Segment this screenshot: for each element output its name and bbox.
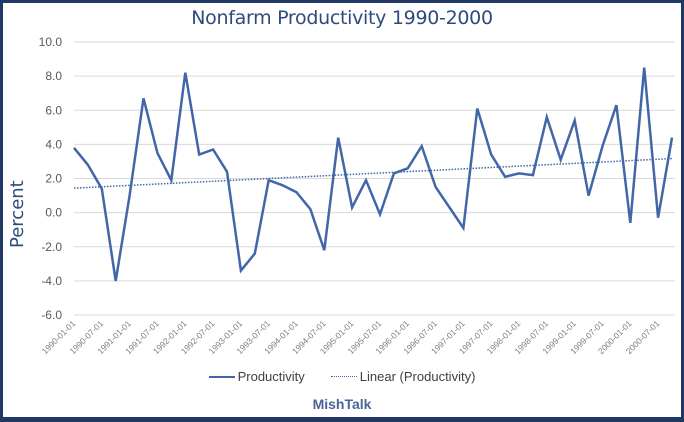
y-tick-label: 8.0 — [45, 69, 62, 83]
data-point — [115, 280, 117, 282]
data-point — [365, 179, 367, 181]
legend: Productivity Linear (Productivity) — [3, 369, 681, 384]
data-point — [573, 119, 575, 121]
y-tick-label: 10.0 — [39, 35, 63, 49]
data-point — [226, 170, 228, 172]
data-point — [504, 176, 506, 178]
legend-item-linear[interactable]: Linear (Productivity) — [330, 369, 476, 384]
data-point — [281, 184, 283, 186]
y-tick-label: 2.0 — [45, 172, 62, 186]
legend-label: Productivity — [237, 369, 305, 384]
data-point — [142, 97, 144, 99]
data-point — [629, 222, 631, 224]
data-point — [671, 136, 673, 138]
data-point — [643, 66, 645, 68]
data-point — [546, 116, 548, 118]
data-point — [128, 194, 130, 196]
y-tick-label: 4.0 — [45, 137, 62, 151]
chart-title: Nonfarm Productivity 1990-2000 — [191, 7, 493, 29]
data-point — [309, 208, 311, 210]
data-point — [587, 194, 589, 196]
data-point — [198, 153, 200, 155]
data-point — [295, 191, 297, 193]
plot-area: 10.08.06.04.02.00.0-2.0-4.0-6.01990-01-0… — [39, 35, 675, 356]
data-point — [184, 72, 186, 74]
y-tick-label: -2.0 — [41, 240, 62, 254]
data-point — [379, 213, 381, 215]
y-tick-label: -6.0 — [41, 308, 62, 322]
data-point — [393, 172, 395, 174]
legend-label: Linear (Productivity) — [359, 369, 476, 384]
data-point — [254, 252, 256, 254]
y-tick-label: 0.0 — [45, 206, 62, 220]
legend-item-productivity[interactable]: Productivity — [208, 369, 305, 384]
data-point — [615, 104, 617, 106]
data-point — [87, 164, 89, 166]
y-tick-label: 6.0 — [45, 103, 62, 117]
data-point — [156, 152, 158, 154]
data-point — [337, 136, 339, 138]
data-point — [407, 167, 409, 169]
data-point — [601, 145, 603, 147]
data-point — [462, 227, 464, 229]
data-point — [212, 148, 214, 150]
data-point — [240, 269, 242, 271]
data-point — [560, 159, 562, 161]
footer-brand: MishTalk — [312, 396, 372, 412]
data-point — [448, 206, 450, 208]
data-point — [101, 188, 103, 190]
legend-swatch-solid — [208, 375, 235, 378]
data-point — [420, 145, 422, 147]
data-point — [351, 206, 353, 208]
series-line-productivity — [73, 67, 674, 282]
data-point — [476, 107, 478, 109]
y-tick-label: -4.0 — [41, 274, 62, 288]
data-point — [532, 174, 534, 176]
data-point — [657, 217, 659, 219]
data-point — [490, 153, 492, 155]
data-point — [518, 172, 520, 174]
trendline-linear-productivity — [73, 157, 673, 189]
legend-swatch-dotted — [330, 376, 357, 377]
data-point — [73, 147, 75, 149]
data-point — [170, 179, 172, 181]
data-point — [323, 249, 325, 251]
data-point — [434, 186, 436, 188]
data-point — [267, 179, 269, 181]
